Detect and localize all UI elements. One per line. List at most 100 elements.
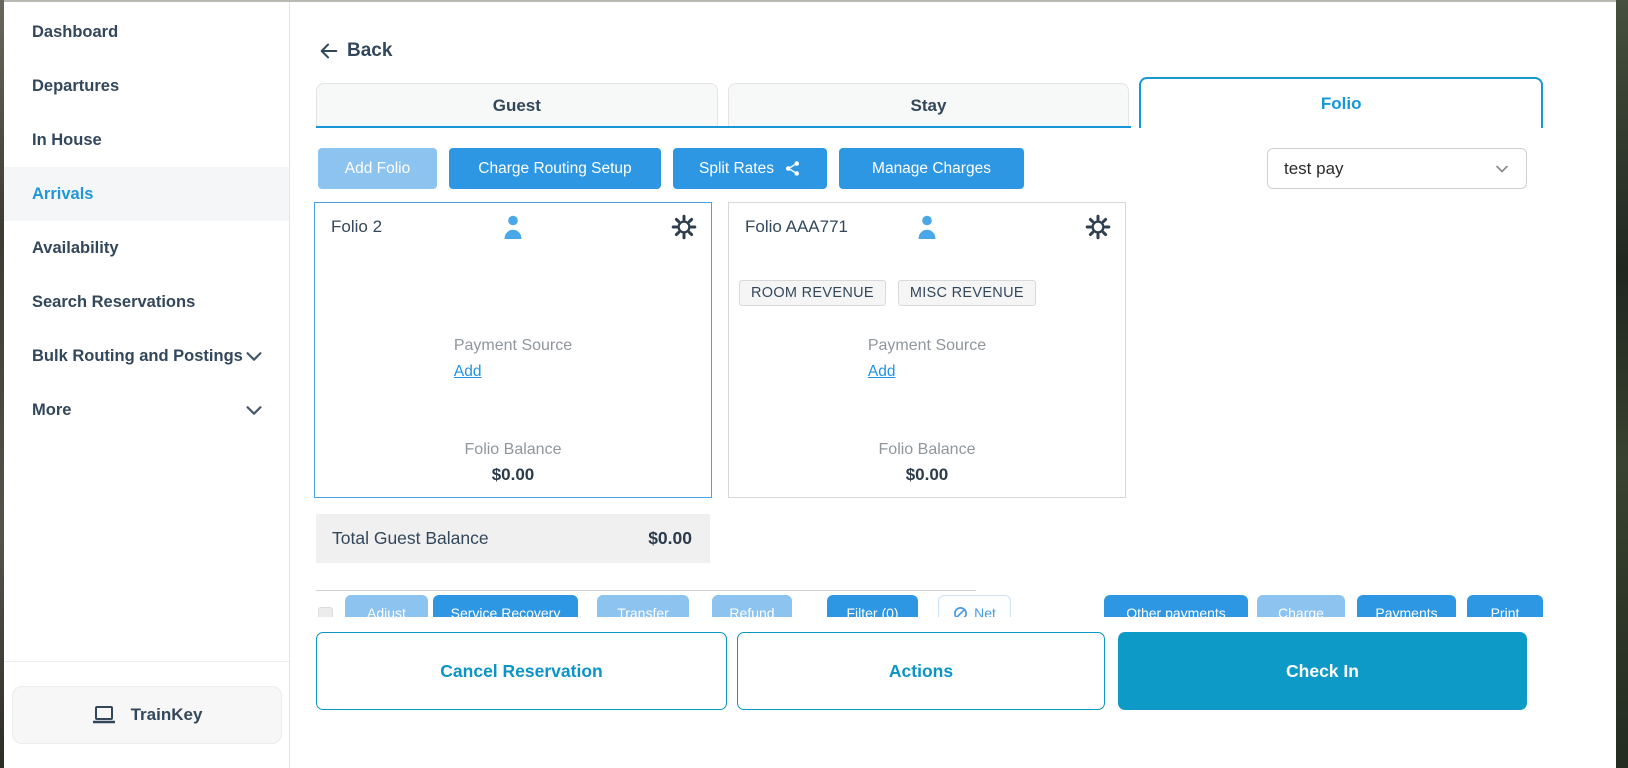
print-button[interactable]: Print (1467, 595, 1543, 617)
tab-bar: Guest Stay Folio (316, 77, 1544, 128)
add-payment-source-link[interactable]: Add (867, 363, 896, 380)
other-payments-button[interactable]: Other payments (1104, 595, 1248, 617)
tag-room-revenue: ROOM REVENUE (739, 280, 886, 306)
sidebar-item-label: Availability (32, 238, 119, 257)
payments-label: Payments (1375, 605, 1438, 617)
filter-button[interactable]: Filter (0) (827, 595, 918, 617)
check-in-label: Check In (1286, 660, 1359, 681)
sidebar-item-bulk-routing-postings[interactable]: Bulk Routing and Postings (4, 329, 289, 383)
desktop-background-right (1616, 0, 1628, 768)
chevron-down-icon (1496, 165, 1508, 172)
folio-balance-block: Folio Balance $0.00 (729, 441, 1125, 485)
folio-card-folio-aaa771[interactable]: Folio AAA771 (728, 202, 1126, 498)
payment-source-block: Payment Source Add (729, 337, 1125, 381)
payment-method-select[interactable]: test pay (1267, 148, 1527, 189)
transfer-button[interactable]: Transfer (597, 595, 689, 617)
folio-settings-button[interactable] (1084, 213, 1112, 241)
folio-balance-label: Folio Balance (464, 441, 562, 458)
folio-card-folio-2[interactable]: Folio 2 (314, 202, 712, 498)
charge-routing-label: Charge Routing Setup (478, 159, 632, 177)
arrow-left-icon (320, 43, 338, 59)
sidebar-footer: TrainKey (4, 661, 289, 768)
refund-button[interactable]: Refund (712, 595, 792, 617)
folio-balance-block: Folio Balance $0.00 (315, 441, 711, 485)
sidebar-item-label: Dashboard (32, 22, 119, 41)
chevron-down-icon (246, 352, 262, 361)
tab-label: Guest (492, 96, 541, 115)
sidebar-item-label: Search Reservations (32, 292, 196, 311)
sidebar-item-label: Bulk Routing and Postings (32, 346, 243, 365)
payment-source-block: Payment Source Add (315, 337, 711, 381)
add-folio-button[interactable]: Add Folio (318, 148, 437, 189)
cancel-reservation-button[interactable]: Cancel Reservation (316, 632, 727, 710)
sidebar-item-arrivals[interactable]: Arrivals (4, 167, 289, 221)
charge-button[interactable]: Charge (1257, 595, 1345, 617)
sidebar-item-dashboard[interactable]: Dashboard (4, 5, 289, 59)
charge-label: Charge (1278, 605, 1324, 617)
total-guest-balance-value: $0.00 (648, 528, 692, 548)
filter-label: Filter (0) (846, 605, 899, 617)
split-rates-button[interactable]: Split Rates (673, 148, 827, 189)
tab-label: Folio (1320, 93, 1362, 113)
transfer-label: Transfer (617, 605, 669, 617)
revenue-tags: ROOM REVENUE MISC REVENUE (739, 280, 1036, 306)
desktop-background-left (0, 0, 4, 768)
slashed-circle-icon (954, 606, 968, 617)
net-toggle-button[interactable]: Net (938, 595, 1011, 617)
tag-misc-revenue: MISC REVENUE (897, 280, 1036, 306)
adjust-button[interactable]: Adjust (345, 595, 428, 617)
sidebar: Dashboard Departures In House Arrivals A… (4, 2, 290, 768)
sidebar-item-label: Departures (32, 76, 120, 95)
folio-toolbar: Add Folio Charge Routing Setup Split Rat… (318, 148, 1024, 189)
folio-settings-button[interactable] (670, 213, 698, 241)
actions-label: Actions (888, 660, 954, 681)
charge-routing-setup-button[interactable]: Charge Routing Setup (449, 148, 661, 189)
gear-icon (671, 214, 697, 240)
adjust-label: Adjust (367, 605, 406, 617)
sidebar-item-more[interactable]: More (4, 383, 289, 437)
sidebar-item-label: More (32, 400, 72, 419)
folio-title: Folio AAA771 (745, 217, 849, 236)
total-guest-balance-bar: Total Guest Balance $0.00 (316, 514, 710, 563)
tab-folio[interactable]: Folio (1139, 77, 1544, 128)
folio-title: Folio 2 (331, 217, 383, 236)
folio-balance-value: $0.00 (491, 465, 535, 484)
guest-icon (504, 215, 522, 239)
tab-guest[interactable]: Guest (316, 83, 718, 128)
sidebar-item-search-reservations[interactable]: Search Reservations (4, 275, 289, 329)
sidebar-item-label: Arrivals (32, 184, 94, 203)
add-payment-source-link[interactable]: Add (453, 363, 482, 380)
back-label: Back (347, 40, 393, 61)
tab-label: Stay (910, 96, 947, 115)
back-button[interactable]: Back (318, 40, 392, 62)
sidebar-item-in-house[interactable]: In House (4, 113, 289, 167)
payment-select-value: test pay (1284, 158, 1344, 178)
actions-button[interactable]: Actions (737, 632, 1105, 710)
split-rates-label: Split Rates (699, 159, 774, 177)
main-panel: Back Guest Stay Folio Add Folio Charge (290, 2, 1616, 768)
sidebar-item-departures[interactable]: Departures (4, 59, 289, 113)
print-label: Print (1490, 605, 1520, 617)
payment-source-label: Payment Source (453, 337, 573, 354)
tab-stay[interactable]: Stay (727, 83, 1130, 128)
share-icon (785, 161, 799, 176)
manage-charges-button[interactable]: Manage Charges (839, 148, 1024, 189)
net-label: Net (974, 605, 996, 617)
guest-icon (918, 215, 936, 239)
folio-balance-label: Folio Balance (878, 441, 976, 458)
payments-button[interactable]: Payments (1357, 595, 1456, 617)
trainkey-button[interactable]: TrainKey (11, 686, 282, 744)
payment-source-label: Payment Source (867, 337, 987, 354)
total-guest-balance-label: Total Guest Balance (332, 528, 489, 548)
laptop-icon (92, 706, 115, 724)
sidebar-item-availability[interactable]: Availability (4, 221, 289, 275)
gear-icon (1085, 214, 1111, 240)
check-in-button[interactable]: Check In (1118, 632, 1527, 710)
select-all-checkbox[interactable] (318, 607, 333, 617)
app-window: Dashboard Departures In House Arrivals A… (4, 0, 1616, 768)
service-recovery-label: Service Recovery (450, 605, 561, 617)
service-recovery-button[interactable]: Service Recovery (433, 595, 578, 617)
manage-charges-label: Manage Charges (872, 159, 991, 177)
cancel-reservation-label: Cancel Reservation (440, 660, 603, 681)
